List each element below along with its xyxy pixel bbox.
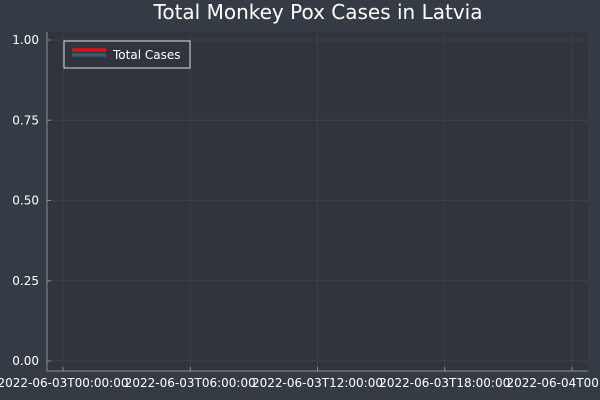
chart-title: Total Monkey Pox Cases in Latvia	[153, 0, 483, 24]
y-tick-label: 0.25	[12, 274, 39, 288]
x-tick-label: 2022-06-03T12:00:00	[252, 376, 383, 390]
x-tick-label: 2022-06-04T00:00:00	[507, 376, 600, 390]
x-tick-labels: 2022-06-03T00:00:002022-06-03T06:00:0020…	[0, 376, 600, 390]
grid-lines	[47, 32, 588, 371]
y-tick-label: 0.50	[12, 194, 39, 208]
y-tick-label: 1.00	[12, 33, 39, 47]
y-tick-label: 0.75	[12, 113, 39, 127]
y-tick-label: 0.00	[12, 354, 39, 368]
legend: Total Cases	[63, 40, 191, 69]
x-tick-label: 2022-06-03T00:00:00	[0, 376, 128, 390]
x-tick-label: 2022-06-03T18:00:00	[379, 376, 510, 390]
axes	[46, 32, 588, 372]
x-tick-label: 2022-06-03T06:00:00	[125, 376, 256, 390]
legend-label-total-cases: Total Cases	[112, 48, 180, 62]
y-tick-labels: 0.00 0.25 0.50 0.75 1.00	[12, 33, 39, 368]
